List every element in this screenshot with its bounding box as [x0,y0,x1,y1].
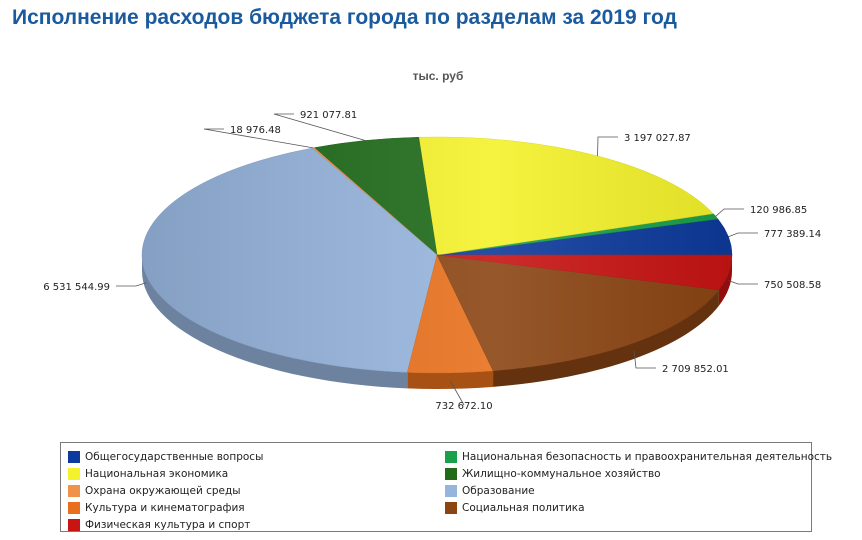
legend-item[interactable]: Культура и кинематография [68,500,245,516]
chart-subtitle: тыс. руб [413,69,464,83]
legend-item[interactable]: Охрана окружающей среды [68,483,241,499]
legend-item[interactable]: Общегосударственные вопросы [68,449,263,465]
legend-item[interactable]: Физическая культура и спорт [68,517,250,533]
legend-swatch [445,468,457,480]
legend-swatch [68,502,80,514]
legend-label: Жилищно-коммунальное хозяйство [462,468,661,480]
data-label-connector [633,350,656,369]
data-label: 777 389.14 [764,229,821,240]
legend-swatch [68,468,80,480]
data-label-connector [728,232,758,238]
data-label-connector [116,282,147,287]
legend-swatch [445,502,457,514]
legend-item[interactable]: Социальная политика [445,500,585,516]
legend-label: Охрана окружающей среды [85,485,241,497]
legend-swatch [445,485,457,497]
data-label: 750 508.58 [764,280,821,291]
legend-label: Национальная экономика [85,468,229,480]
legend-label: Образование [462,485,535,497]
legend-swatch [68,451,80,463]
legend-label: Национальная безопасность и правоохранит… [462,451,833,463]
legend-label: Общегосударственные вопросы [85,451,264,463]
legend-swatch [445,451,457,463]
legend-item[interactable]: Образование [445,483,535,499]
data-label: 120 986.85 [750,205,807,216]
data-label: 921 077.81 [300,110,357,121]
data-label-connector [273,113,366,141]
data-label-connector [449,380,465,406]
legend-label: Социальная политика [462,502,585,514]
data-label: 6 531 544.99 [43,282,110,293]
data-label-connector [597,136,618,157]
data-label: 2 709 852.01 [662,364,729,375]
pie-slice-side [407,370,494,389]
data-label-connector [715,208,744,217]
legend-swatch [68,485,80,497]
data-label: 3 197 027.87 [624,133,691,144]
data-label: 732 672.10 [435,401,492,412]
page-title: Исполнение расходов бюджета города по ра… [12,6,677,29]
pie-chart: тыс. руб 777 389.14 120 986.85 3 197 027.8… [43,69,821,412]
data-label-connector [203,128,314,149]
data-label-connector [728,280,758,285]
legend-swatch [68,519,80,531]
legend-label: Физическая культура и спорт [85,519,251,531]
legend-item[interactable]: Национальная экономика [68,466,228,482]
data-label: 18 976.48 [230,125,281,136]
legend-label: Культура и кинематография [85,502,245,514]
legend: Общегосударственные вопросы Национальная … [60,442,832,533]
legend-item[interactable]: Национальная безопасность и правоохранит… [445,449,832,465]
legend-item[interactable]: Жилищно-коммунальное хозяйство [445,466,661,482]
